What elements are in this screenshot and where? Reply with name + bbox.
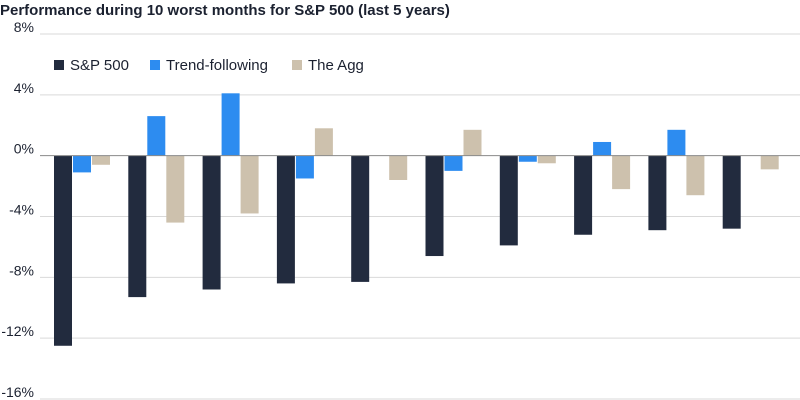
y-tick-label: 4% [14, 80, 34, 96]
legend-label: S&P 500 [70, 57, 129, 74]
legend-swatch [292, 60, 302, 70]
y-tick-label: -8% [9, 262, 34, 278]
bar-trend-following [593, 141, 612, 156]
bar-s-p-500 [128, 155, 147, 298]
bar-s-p-500 [276, 155, 295, 284]
bar-trend-following [295, 155, 314, 179]
legend-item: The Agg [292, 57, 364, 74]
bar-trend-following [667, 129, 686, 156]
y-axis-tick-labels: 8% 4% 0% -4% -8% -12% -16% [1, 19, 34, 400]
bar-the-agg [760, 155, 779, 170]
bar-trend-following [147, 116, 166, 156]
bar-the-agg [92, 155, 110, 165]
chart-title: Performance during 10 worst months for S… [0, 2, 450, 19]
bar-s-p-500 [351, 155, 370, 282]
legend: S&P 500 Trend-following The Agg [54, 57, 364, 74]
legend-item: S&P 500 [54, 57, 129, 74]
y-tick-label: -12% [1, 323, 34, 339]
y-tick-label: 8% [14, 19, 34, 35]
bar-s-p-500 [499, 155, 518, 246]
bar-the-agg [612, 155, 631, 190]
bar-the-agg [314, 128, 333, 156]
bar-trend-following [444, 155, 463, 171]
bar-the-agg [389, 155, 408, 180]
legend-swatch [150, 60, 160, 70]
legend-label: Trend-following [166, 57, 268, 74]
y-tick-label: -4% [9, 202, 34, 218]
bar-trend-following [518, 155, 537, 162]
bar-trend-following [221, 93, 240, 156]
bar-s-p-500 [648, 155, 667, 231]
bar-the-agg [166, 155, 185, 223]
bar-the-agg [463, 129, 482, 156]
bars [40, 93, 800, 346]
bar-the-agg [240, 155, 259, 214]
bar-s-p-500 [202, 155, 221, 290]
y-tick-label: 0% [14, 141, 34, 157]
bar-trend-following [73, 155, 91, 173]
legend-label: The Agg [308, 57, 364, 74]
y-tick-label: -16% [1, 384, 34, 400]
legend-item: Trend-following [150, 57, 268, 74]
bar-the-agg [537, 155, 556, 164]
bar-s-p-500 [425, 155, 444, 257]
bar-s-p-500 [574, 155, 593, 235]
gridlines [40, 33, 800, 400]
bar-the-agg [686, 155, 705, 196]
bar-s-p-500 [722, 155, 741, 229]
legend-swatch [54, 60, 64, 70]
bar-s-p-500 [54, 155, 72, 346]
